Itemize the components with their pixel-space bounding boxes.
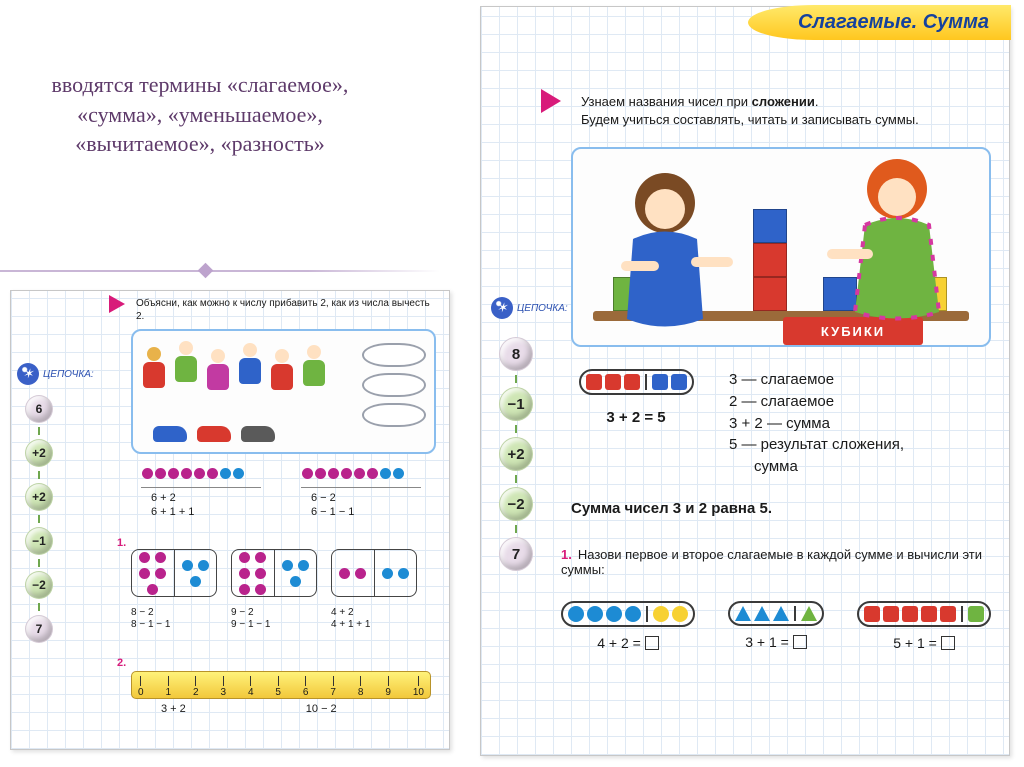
child-boy	[819, 157, 969, 337]
frame-equations: 8 − 28 − 1 − 19 − 29 − 1 − 14 + 24 + 1 +…	[131, 607, 417, 631]
eq-left: 6 + 26 + 1 + 1	[151, 491, 194, 520]
dots-right	[301, 467, 405, 483]
intro-text: Узнаем названия чисел при сложении. Буде…	[581, 93, 991, 129]
def-equation: 3 + 2 = 5	[606, 409, 665, 426]
chain-label: ЦЕПОЧКА:	[491, 297, 568, 319]
definitions: 3 + 2 = 5 3 — слагаемое 2 — слагаемое 3 …	[571, 369, 991, 517]
star-icon	[491, 297, 513, 319]
dots-left	[141, 467, 245, 483]
number-ruler: 012345678910	[131, 671, 431, 699]
marker-icon	[109, 295, 125, 313]
slide-title: вводятся термины «слагаемое», «сумма», «…	[40, 70, 360, 159]
illustration-kids-cubes: КУБИКИ	[571, 147, 991, 347]
marker-icon	[541, 89, 561, 113]
page-header: Слагаемые. Сумма	[748, 5, 1011, 40]
decor-line	[0, 270, 440, 272]
chain-label-left: ЦЕПОЧКА:	[17, 363, 94, 385]
def-counter	[579, 369, 694, 395]
decor-diamond	[198, 263, 214, 279]
star-icon	[17, 363, 39, 385]
left-intro: Объясни, как можно к числу прибавить 2, …	[136, 297, 436, 323]
task-2-label: 2.	[117, 657, 126, 669]
task-1: 1.Назови первое и второе слагаемые в каж…	[561, 547, 991, 577]
eq-right: 6 − 26 − 1 − 1	[311, 491, 354, 520]
shelf-icon	[362, 343, 426, 443]
textbook-page-right: Слагаемые. Сумма Узнаем названия чисел п…	[480, 6, 1010, 756]
domino-frames	[131, 549, 417, 597]
shape-sets-row: 4 + 2 = 3 + 1 = 5 + 1 =	[561, 601, 991, 651]
task-1-label: 1.	[117, 537, 126, 549]
number-chain: 8−1+2−27	[499, 337, 533, 571]
bold-summary: Сумма чисел 3 и 2 равна 5.	[571, 500, 991, 517]
number-chain-left: 6+2+2−1−27	[25, 395, 53, 643]
illustration-toys	[131, 329, 436, 454]
textbook-page-left: Объясни, как можно к числу прибавить 2, …	[10, 290, 450, 750]
ruler-equations: 3 + 210 − 2	[161, 703, 337, 715]
child-girl	[603, 169, 743, 339]
